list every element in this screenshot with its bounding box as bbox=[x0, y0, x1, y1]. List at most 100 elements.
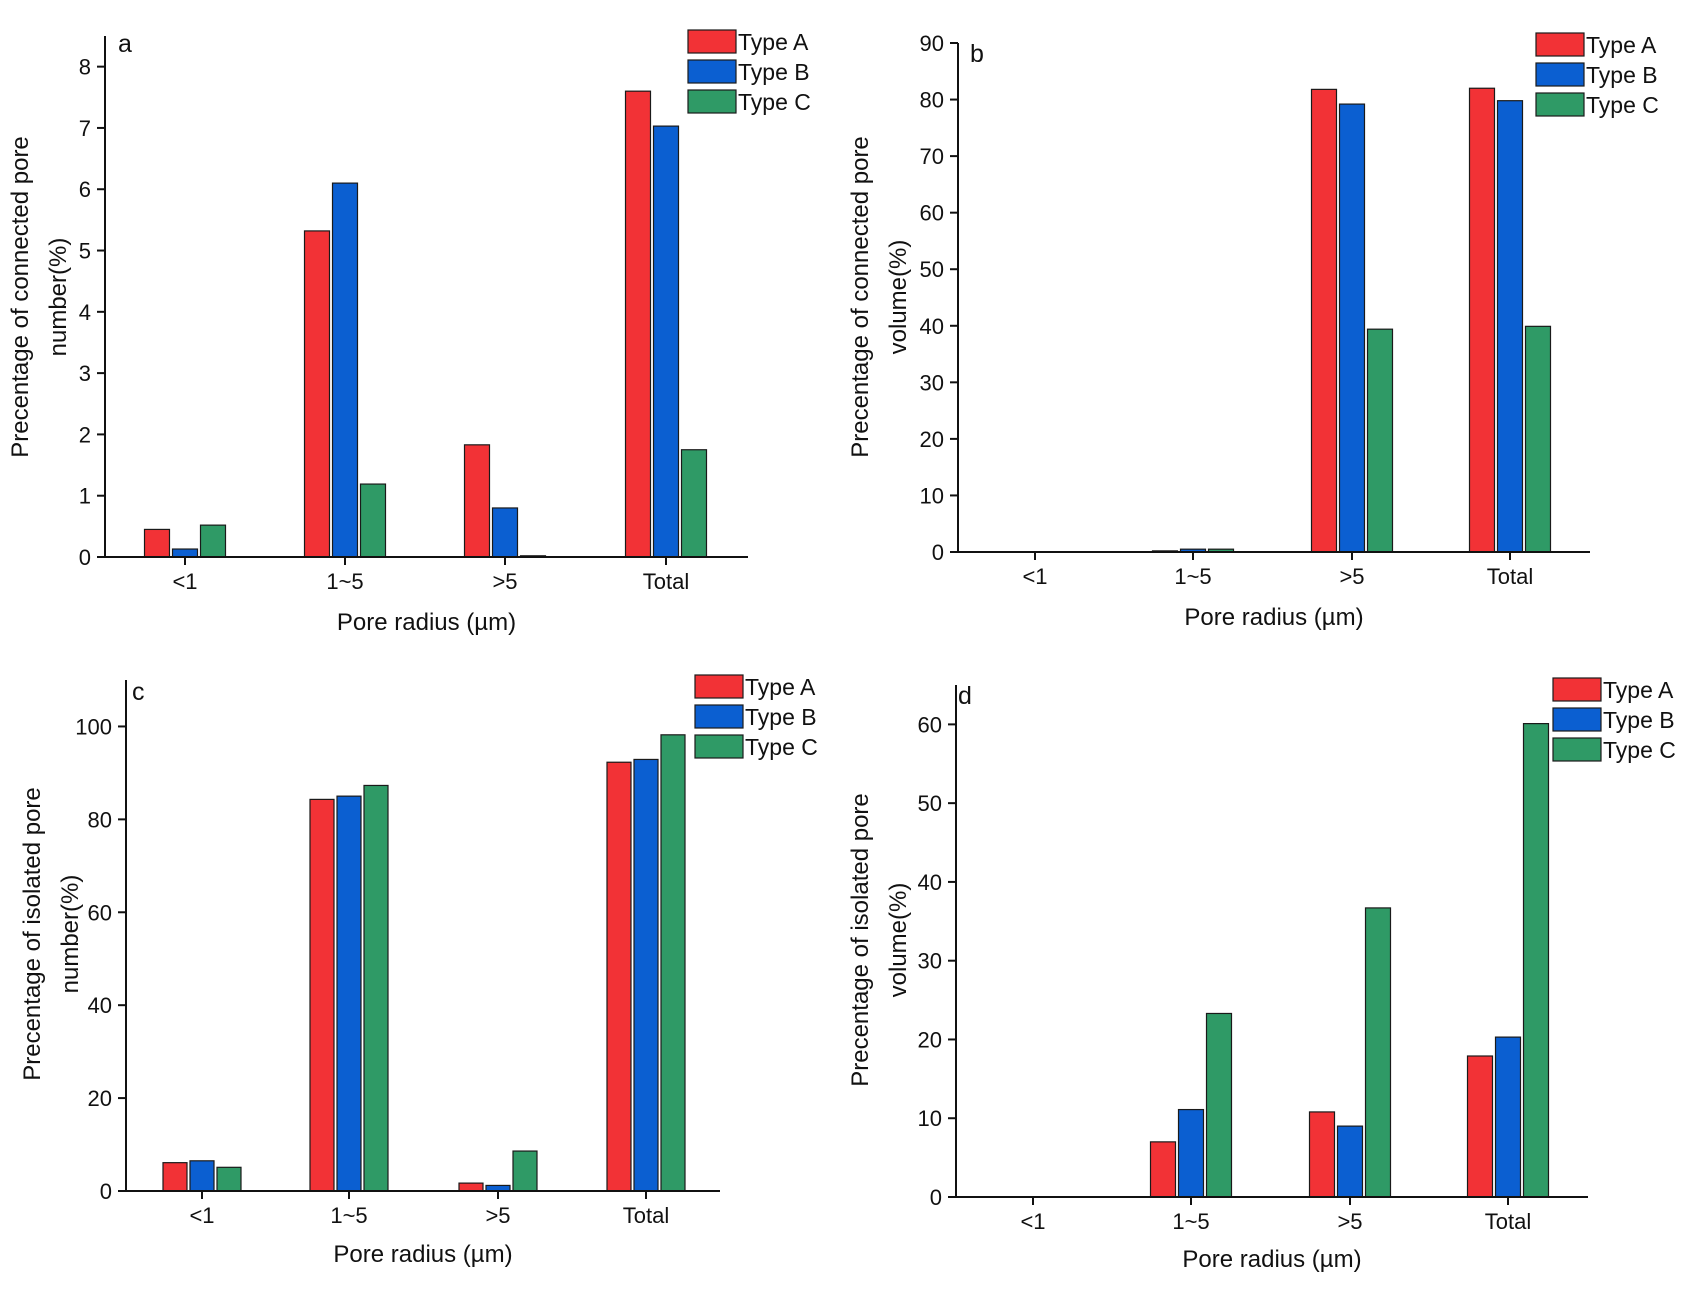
bar bbox=[1149, 1141, 1177, 1198]
x-tick-label: 1~5 bbox=[1174, 564, 1211, 589]
legend-label: Type B bbox=[1586, 62, 1658, 88]
bar bbox=[680, 449, 708, 558]
y-tick-label: 50 bbox=[920, 257, 944, 282]
series-type-b bbox=[171, 125, 680, 558]
legend-label: Type A bbox=[738, 29, 809, 55]
y-tick-label: 20 bbox=[88, 1086, 112, 1111]
x-tick-label: >5 bbox=[492, 569, 517, 594]
x-tick-label: >5 bbox=[485, 1203, 510, 1228]
y-tick-label: 0 bbox=[930, 1185, 942, 1210]
legend-swatch bbox=[687, 59, 737, 84]
bar bbox=[336, 795, 362, 1192]
bar bbox=[359, 483, 387, 558]
legend-swatch bbox=[1535, 92, 1585, 117]
bar bbox=[1366, 328, 1394, 553]
bar bbox=[1205, 1012, 1233, 1198]
series-type-a bbox=[1151, 87, 1496, 553]
legend-label: Type C bbox=[1603, 737, 1676, 763]
legend-swatch bbox=[687, 89, 737, 114]
legend-swatch bbox=[1535, 62, 1585, 87]
bar bbox=[512, 1150, 538, 1192]
y-tick-label: 40 bbox=[88, 993, 112, 1018]
bar bbox=[1494, 1036, 1522, 1198]
bar bbox=[624, 90, 652, 558]
bar bbox=[1336, 1125, 1364, 1198]
x-tick-label: <1 bbox=[172, 569, 197, 594]
legend-swatch bbox=[694, 704, 744, 729]
bar bbox=[171, 548, 199, 558]
y-tick-label: 20 bbox=[920, 427, 944, 452]
y-tick-label: 60 bbox=[920, 201, 944, 226]
y-tick-label: 10 bbox=[920, 483, 944, 508]
bar bbox=[1364, 907, 1392, 1198]
y-tick-label: 0 bbox=[932, 540, 944, 565]
y-tick-label: 1 bbox=[79, 484, 91, 509]
y-tick-label: 90 bbox=[920, 31, 944, 56]
y-tick-label: 30 bbox=[920, 370, 944, 395]
bar bbox=[363, 784, 389, 1192]
x-tick-label: 1~5 bbox=[330, 1203, 367, 1228]
legend: Type A Type B Type C bbox=[687, 29, 811, 115]
bar bbox=[1310, 88, 1338, 553]
bar bbox=[309, 798, 335, 1192]
y-tick-label: 60 bbox=[918, 712, 942, 737]
y-tick-label: 5 bbox=[79, 239, 91, 264]
bar bbox=[633, 758, 659, 1192]
bar bbox=[216, 1166, 242, 1192]
y-tick-label: 8 bbox=[79, 55, 91, 80]
x-tick-label: >5 bbox=[1339, 564, 1364, 589]
y-tick-label: 80 bbox=[920, 88, 944, 113]
legend-label: Type B bbox=[1603, 707, 1675, 733]
y-tick-label: 2 bbox=[79, 422, 91, 447]
bar bbox=[1177, 1108, 1205, 1198]
bar bbox=[1308, 1111, 1336, 1198]
legend-label: Type B bbox=[745, 704, 817, 730]
x-axis-label: Pore radius (µm) bbox=[337, 609, 516, 636]
bar bbox=[189, 1160, 215, 1192]
legend-label: Type A bbox=[1586, 32, 1657, 58]
y-tick-label: 60 bbox=[88, 900, 112, 925]
legend-swatch bbox=[1552, 707, 1602, 732]
x-tick-label: <1 bbox=[1020, 1209, 1045, 1234]
x-tick-label: Total bbox=[1487, 564, 1533, 589]
series-type-c bbox=[1205, 722, 1550, 1198]
bar bbox=[1496, 100, 1524, 553]
y-tick-label: 20 bbox=[918, 1027, 942, 1052]
y-axis-label: Precentage of connected pore bbox=[7, 136, 34, 458]
bar bbox=[143, 528, 171, 558]
bar bbox=[331, 182, 359, 558]
y-tick-label: 80 bbox=[88, 807, 112, 832]
y-axis-label: volume(%) bbox=[885, 883, 912, 998]
y-axis-label: Precentage of isolated pore bbox=[847, 793, 874, 1087]
legend-swatch bbox=[687, 29, 737, 54]
series-type-c bbox=[216, 734, 686, 1192]
y-tick-label: 3 bbox=[79, 361, 91, 386]
y-tick-label: 70 bbox=[920, 144, 944, 169]
series-type-a bbox=[143, 90, 652, 558]
y-tick-label: 6 bbox=[79, 177, 91, 202]
bar bbox=[1524, 325, 1552, 553]
y-tick-label: 10 bbox=[918, 1106, 942, 1131]
x-tick-label: >5 bbox=[1337, 1209, 1362, 1234]
x-axis-label: Pore radius (µm) bbox=[1182, 1246, 1361, 1273]
legend: Type A Type B Type C bbox=[1552, 677, 1676, 763]
y-axis-label: Precentage of connected pore bbox=[847, 136, 874, 458]
bar bbox=[660, 734, 686, 1192]
panel-letter: a bbox=[118, 30, 132, 58]
y-tick-label: 50 bbox=[918, 791, 942, 816]
legend-swatch bbox=[1535, 32, 1585, 57]
y-axis-label: Precentage of isolated pore bbox=[19, 787, 46, 1081]
series-type-b bbox=[189, 758, 659, 1192]
bar bbox=[162, 1162, 188, 1192]
y-tick-label: 100 bbox=[75, 714, 112, 739]
bar bbox=[652, 125, 680, 558]
x-tick-label: <1 bbox=[189, 1203, 214, 1228]
legend-swatch bbox=[694, 674, 744, 699]
legend: Type A Type B Type C bbox=[1535, 32, 1659, 118]
bar bbox=[1338, 103, 1366, 553]
legend-label: Type B bbox=[738, 59, 810, 85]
x-tick-label: Total bbox=[623, 1203, 669, 1228]
series-type-c bbox=[1207, 325, 1552, 553]
bar bbox=[1522, 722, 1550, 1198]
